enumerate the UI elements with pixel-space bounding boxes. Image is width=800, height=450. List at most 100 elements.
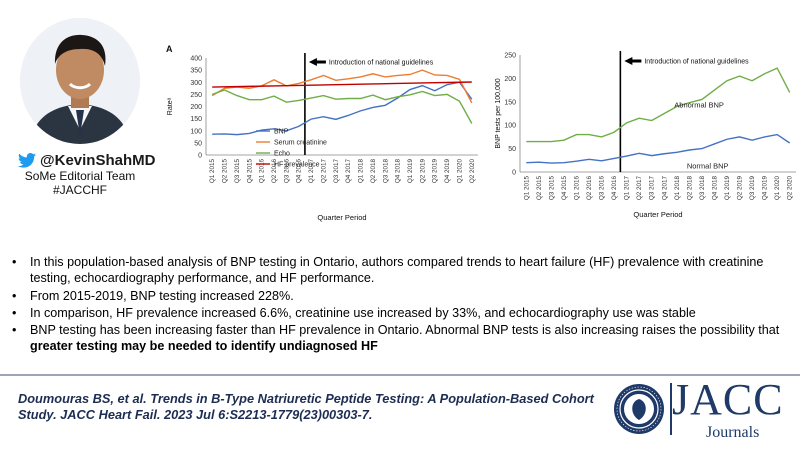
x-tick-label: Q2 2019 bbox=[737, 176, 744, 201]
y-tick-label: 250 bbox=[504, 53, 516, 60]
x-tick-label: Q2 2020 bbox=[787, 176, 794, 201]
jacc-logo-sub: Journals bbox=[706, 424, 760, 441]
y-tick-label: 400 bbox=[190, 56, 202, 63]
summary-bullets: • In this population-based analysis of BN… bbox=[8, 254, 798, 354]
y-tick-label: 0 bbox=[198, 153, 202, 160]
y-tick-label: 100 bbox=[504, 123, 516, 130]
bullet-text: From 2015-2019, BNP testing increased 22… bbox=[30, 289, 294, 303]
x-tick-label: Q2 2019 bbox=[419, 159, 426, 184]
x-tick-label: Q3 2018 bbox=[699, 176, 706, 201]
x-tick-label: Q1 2020 bbox=[456, 159, 463, 184]
logo-divider bbox=[670, 383, 672, 435]
y-tick-label: 100 bbox=[190, 128, 202, 135]
chart-b-svg: 0 50 100 150 200 250 Q1 2015 Q2 2015 Q3 2015 Q4 2… bbox=[484, 51, 796, 219]
series-label-normal-bnp: Normal BNP bbox=[687, 161, 729, 170]
x-tick-label: Q3 2019 bbox=[749, 176, 756, 201]
legend-label: HF prevalence bbox=[274, 162, 320, 169]
x-tick-label: Q3 2017 bbox=[333, 159, 340, 184]
y-axis-label: Rateᵃ bbox=[167, 97, 174, 115]
bullet-text: In comparison, HF prevalence increased 6… bbox=[30, 306, 696, 320]
panel-letter: A bbox=[166, 44, 173, 54]
social-handle-row: @KevinShahMD bbox=[18, 151, 158, 169]
y-tick-label: 50 bbox=[508, 146, 516, 153]
x-tick-label: Q1 2019 bbox=[724, 176, 731, 201]
y-tick-label: 200 bbox=[190, 104, 202, 111]
y-tick-label: 50 bbox=[194, 140, 202, 147]
bullet-text: In this population-based analysis of BNP… bbox=[30, 255, 764, 285]
y-tick-label: 200 bbox=[504, 76, 516, 83]
x-tick-label: Q2 2015 bbox=[536, 176, 543, 201]
series-label-abnormal-bnp: Abnormal BNP bbox=[674, 101, 724, 110]
x-tick-label: Q3 2016 bbox=[599, 176, 606, 201]
x-tick-label: Q4 2019 bbox=[444, 159, 451, 184]
bullet-item: • BNP testing has been increasing faster … bbox=[12, 323, 780, 353]
author-photo bbox=[20, 18, 140, 144]
jacc-logo-word: JACC bbox=[672, 375, 784, 424]
x-tick-label: Q3 2015 bbox=[234, 159, 241, 184]
legend-label: Echo bbox=[274, 151, 290, 158]
x-tick-label: Q3 2018 bbox=[382, 159, 389, 184]
bullet-item: • In comparison, HF prevalence increased … bbox=[12, 306, 696, 320]
chart-a-svg: 0 50 100 150 200 250 300 350 400 Q1 2015 Q2 2015 Q3… bbox=[166, 44, 478, 222]
x-tick-label: Q1 2020 bbox=[774, 176, 781, 201]
x-tick-label: Q1 2016 bbox=[259, 159, 266, 184]
bullet-emphasis: greater testing may be needed to identif… bbox=[30, 339, 378, 353]
y-tick-label: 300 bbox=[190, 80, 202, 87]
panel-letter: B bbox=[490, 51, 491, 61]
x-tick-label: Q4 2017 bbox=[661, 176, 668, 201]
acc-seal-logo bbox=[613, 383, 665, 435]
x-tick-label: Q2 2018 bbox=[686, 176, 693, 201]
guidelines-annotation: Introduction of national guidelines bbox=[329, 60, 434, 67]
x-tick-label: Q1 2017 bbox=[308, 159, 315, 184]
chart-panel-b: 0 50 100 150 200 250 Q1 2015 Q2 2015 Q3 2015 Q4 2… bbox=[484, 45, 800, 225]
legend-label: Serum creatinine bbox=[274, 140, 327, 147]
annotation-arrow bbox=[624, 57, 642, 65]
x-tick-label: Q1 2019 bbox=[407, 159, 414, 184]
team-hashtag[interactable]: #JACCHF bbox=[52, 183, 107, 197]
footer bbox=[0, 376, 800, 450]
x-tick-label: Q2 2020 bbox=[469, 159, 476, 184]
x-tick-label: Q3 2019 bbox=[432, 159, 439, 184]
x-tick-label: Q1 2018 bbox=[358, 159, 365, 184]
y-tick-label: 350 bbox=[190, 68, 202, 75]
avatar bbox=[20, 18, 140, 144]
y-tick-label: 0 bbox=[512, 170, 516, 177]
x-tick-label: Q2 2017 bbox=[320, 159, 327, 184]
twitter-bird-icon bbox=[18, 152, 36, 168]
x-tick-label: Q3 2015 bbox=[548, 176, 555, 201]
x-tick-label: Q4 2018 bbox=[711, 176, 718, 201]
citation-text: Doumouras BS, et al. Trends in B-Type Na… bbox=[18, 391, 594, 422]
footer-divider bbox=[0, 374, 800, 376]
series-line-serum-creatinine bbox=[211, 69, 473, 104]
series-line-normal-bnp bbox=[526, 133, 791, 164]
x-tick-label: Q4 2016 bbox=[296, 159, 303, 184]
x-tick-label: Q2 2016 bbox=[271, 159, 278, 184]
series-line-bnp bbox=[212, 81, 473, 136]
x-tick-label: Q4 2016 bbox=[611, 176, 618, 201]
guidelines-annotation: Introduction of national guidelines bbox=[644, 59, 749, 66]
x-tick-label: Q4 2015 bbox=[246, 159, 253, 184]
x-axis-label: Quarter Period bbox=[317, 213, 366, 222]
x-tick-label: Q1 2016 bbox=[573, 176, 580, 201]
series-line-hf-prevalence bbox=[212, 81, 472, 88]
y-tick-label: 250 bbox=[190, 92, 202, 99]
y-tick-label: 150 bbox=[190, 116, 202, 123]
y-tick-label: 150 bbox=[504, 99, 516, 106]
twitter-handle[interactable]: @KevinShahMD bbox=[40, 151, 156, 169]
x-axis-label: Quarter Period bbox=[633, 210, 682, 219]
y-axis-label: BNP tests per 100,000 bbox=[495, 78, 502, 148]
x-tick-label: Q4 2019 bbox=[762, 176, 769, 201]
series-line-abnormal-bnp bbox=[526, 67, 791, 143]
x-tick-label: Q4 2015 bbox=[561, 176, 568, 201]
editorial-team-label: SoMe Editorial Team #JACCHF bbox=[0, 169, 160, 197]
bullet-text: BNP testing has been increasing faster t… bbox=[30, 323, 780, 337]
x-tick-label: Q3 2017 bbox=[649, 176, 656, 201]
x-tick-label: Q4 2017 bbox=[345, 159, 352, 184]
x-tick-label: Q1 2018 bbox=[674, 176, 681, 201]
bullet-item: • In this population-based analysis of BN… bbox=[12, 255, 764, 285]
chart-panel-a: 0 50 100 150 200 250 300 350 400 Q1 2015 Q2 2015 Q3… bbox=[160, 40, 488, 225]
x-tick-label: Q2 2017 bbox=[636, 176, 643, 201]
x-tick-label: Q1 2017 bbox=[624, 176, 631, 201]
annotation-arrow bbox=[308, 58, 326, 66]
x-tick-label: Q2 2018 bbox=[370, 159, 377, 184]
